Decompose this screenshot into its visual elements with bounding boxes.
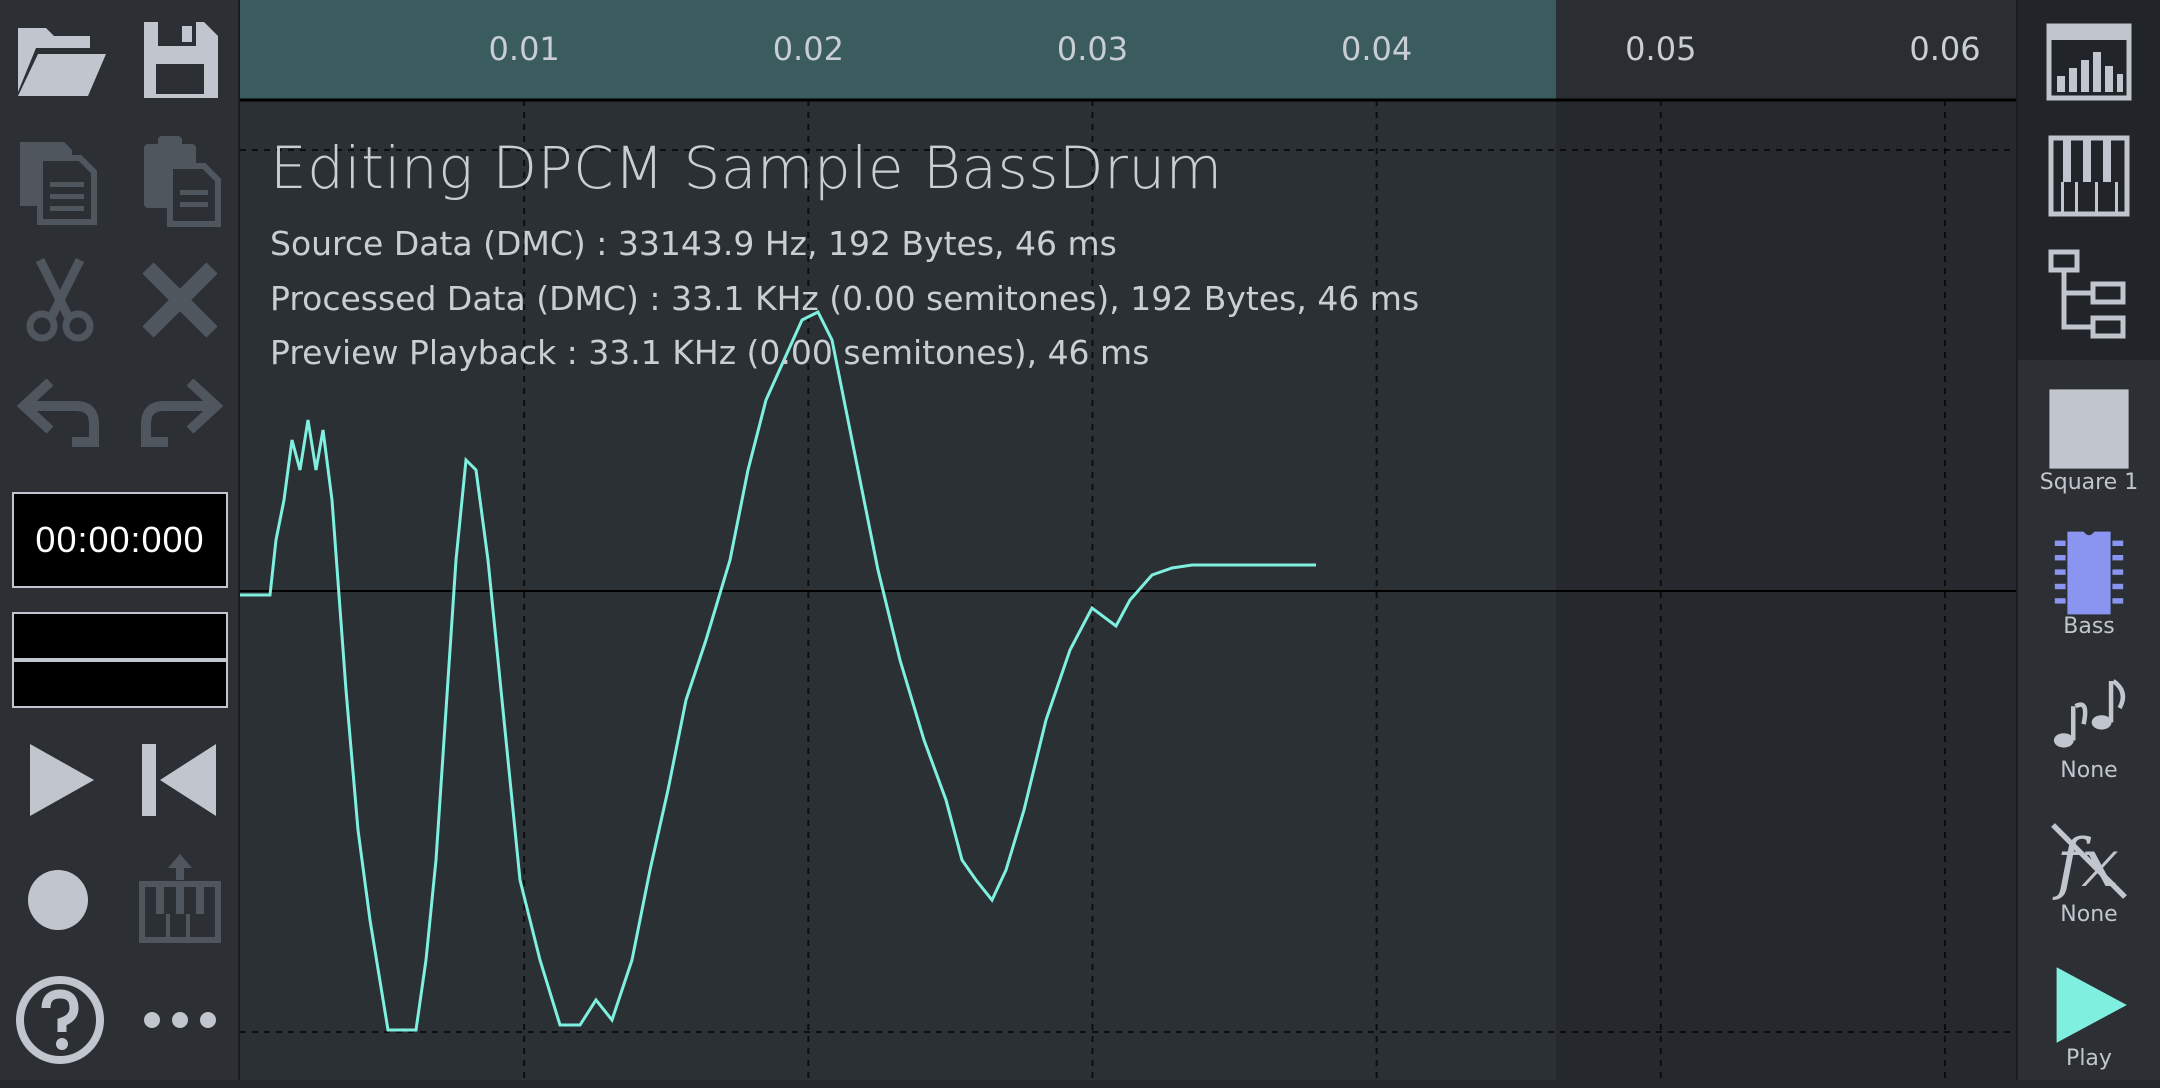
left-toolbar: 00:00:000 bbox=[0, 0, 240, 1080]
paste-icon bbox=[144, 136, 221, 227]
processed-data-info: Processed Data (DMC) : 33.1 KHz (0.00 se… bbox=[270, 279, 1420, 318]
help-icon bbox=[16, 976, 104, 1064]
tree-explorer-icon bbox=[2048, 249, 2126, 339]
record-button[interactable] bbox=[10, 850, 110, 950]
floppy-disk-icon bbox=[144, 22, 218, 98]
delete-button[interactable] bbox=[130, 250, 230, 350]
sequencer-icon bbox=[2046, 23, 2132, 101]
ruler-tick-label: 0.01 bbox=[489, 30, 560, 68]
piano-roll-icon bbox=[2048, 135, 2130, 217]
waveform bbox=[240, 309, 1316, 1032]
tab-sequencer[interactable] bbox=[2039, 12, 2139, 112]
save-button[interactable] bbox=[130, 10, 230, 110]
ruler-tick-label: 0.04 bbox=[1341, 30, 1412, 68]
fx-disabled-icon: fx bbox=[2051, 823, 2127, 902]
ruler-tick-label: 0.03 bbox=[1057, 30, 1128, 68]
piano-upload-icon bbox=[139, 854, 221, 943]
oscilloscope-bottom bbox=[12, 660, 228, 708]
play-label: Play bbox=[2066, 1046, 2112, 1071]
more-button[interactable] bbox=[130, 970, 230, 1070]
play-icon bbox=[30, 744, 94, 816]
timer-display: 00:00:000 bbox=[12, 492, 228, 588]
qwerty-piano-button[interactable] bbox=[130, 850, 230, 950]
channel-button[interactable]: Square 1 bbox=[2018, 376, 2160, 512]
instrument-button[interactable]: Bass bbox=[2018, 520, 2160, 656]
music-notes-icon bbox=[2053, 679, 2126, 748]
square-channel-icon bbox=[2049, 389, 2129, 469]
copy-icon bbox=[20, 142, 97, 225]
effect-button[interactable]: fx None bbox=[2018, 808, 2160, 944]
redo-icon bbox=[141, 378, 224, 447]
rewind-button[interactable] bbox=[130, 730, 230, 830]
effect-label: None bbox=[2060, 902, 2118, 927]
arpeggio-button[interactable]: None bbox=[2018, 664, 2160, 800]
ruler-tick-label: 0.05 bbox=[1625, 30, 1696, 68]
waveform-canvas[interactable]: 0.01 0.02 0.03 0.04 0.05 0.06 bbox=[240, 0, 2016, 1080]
tab-project-explorer[interactable] bbox=[2039, 244, 2139, 344]
close-icon bbox=[142, 262, 218, 338]
record-icon bbox=[28, 870, 88, 930]
arpeggio-label: None bbox=[2060, 758, 2118, 783]
play-icon bbox=[2056, 967, 2127, 1043]
source-data-info: Source Data (DMC) : 33143.9 Hz, 192 Byte… bbox=[270, 224, 1117, 263]
cut-button[interactable] bbox=[10, 250, 110, 350]
play-button[interactable] bbox=[10, 730, 110, 830]
channel-label: Square 1 bbox=[2039, 470, 2139, 495]
ruler-tick-labels: 0.01 0.02 0.03 0.04 0.05 0.06 bbox=[489, 30, 1981, 68]
preview-playback-info: Preview Playback : 33.1 KHz (0.00 semito… bbox=[270, 333, 1150, 372]
paste-button[interactable] bbox=[130, 130, 230, 230]
oscilloscope-top bbox=[12, 612, 228, 660]
time-gridlines bbox=[523, 100, 1946, 1080]
help-button[interactable] bbox=[10, 970, 110, 1070]
ruler-tick-label: 0.06 bbox=[1909, 30, 1980, 68]
undo-icon bbox=[16, 378, 99, 447]
ruler-tick-label: 0.02 bbox=[773, 30, 844, 68]
folder-open-icon bbox=[18, 28, 106, 96]
right-toolbar: Square 1 Bass None fx bbox=[2016, 0, 2160, 1080]
instrument-label: Bass bbox=[2063, 614, 2115, 639]
ruler-selection bbox=[240, 0, 1556, 100]
redo-button[interactable] bbox=[130, 360, 230, 460]
editor-title: Editing DPCM Sample BassDrum bbox=[270, 134, 1223, 202]
dpcm-sample-editor[interactable]: 0.01 0.02 0.03 0.04 0.05 0.06 Editing DPCM Sa… bbox=[240, 0, 2016, 1080]
undo-button[interactable] bbox=[10, 360, 110, 460]
copy-button[interactable] bbox=[10, 130, 110, 230]
skip-back-icon bbox=[142, 744, 216, 816]
scissors-icon bbox=[26, 257, 94, 342]
chip-icon bbox=[2054, 531, 2124, 615]
open-file-button[interactable] bbox=[10, 10, 110, 110]
tab-piano-roll[interactable] bbox=[2039, 126, 2139, 226]
more-dots-icon bbox=[144, 1012, 216, 1028]
preview-play-button[interactable]: Play bbox=[2018, 952, 2160, 1088]
